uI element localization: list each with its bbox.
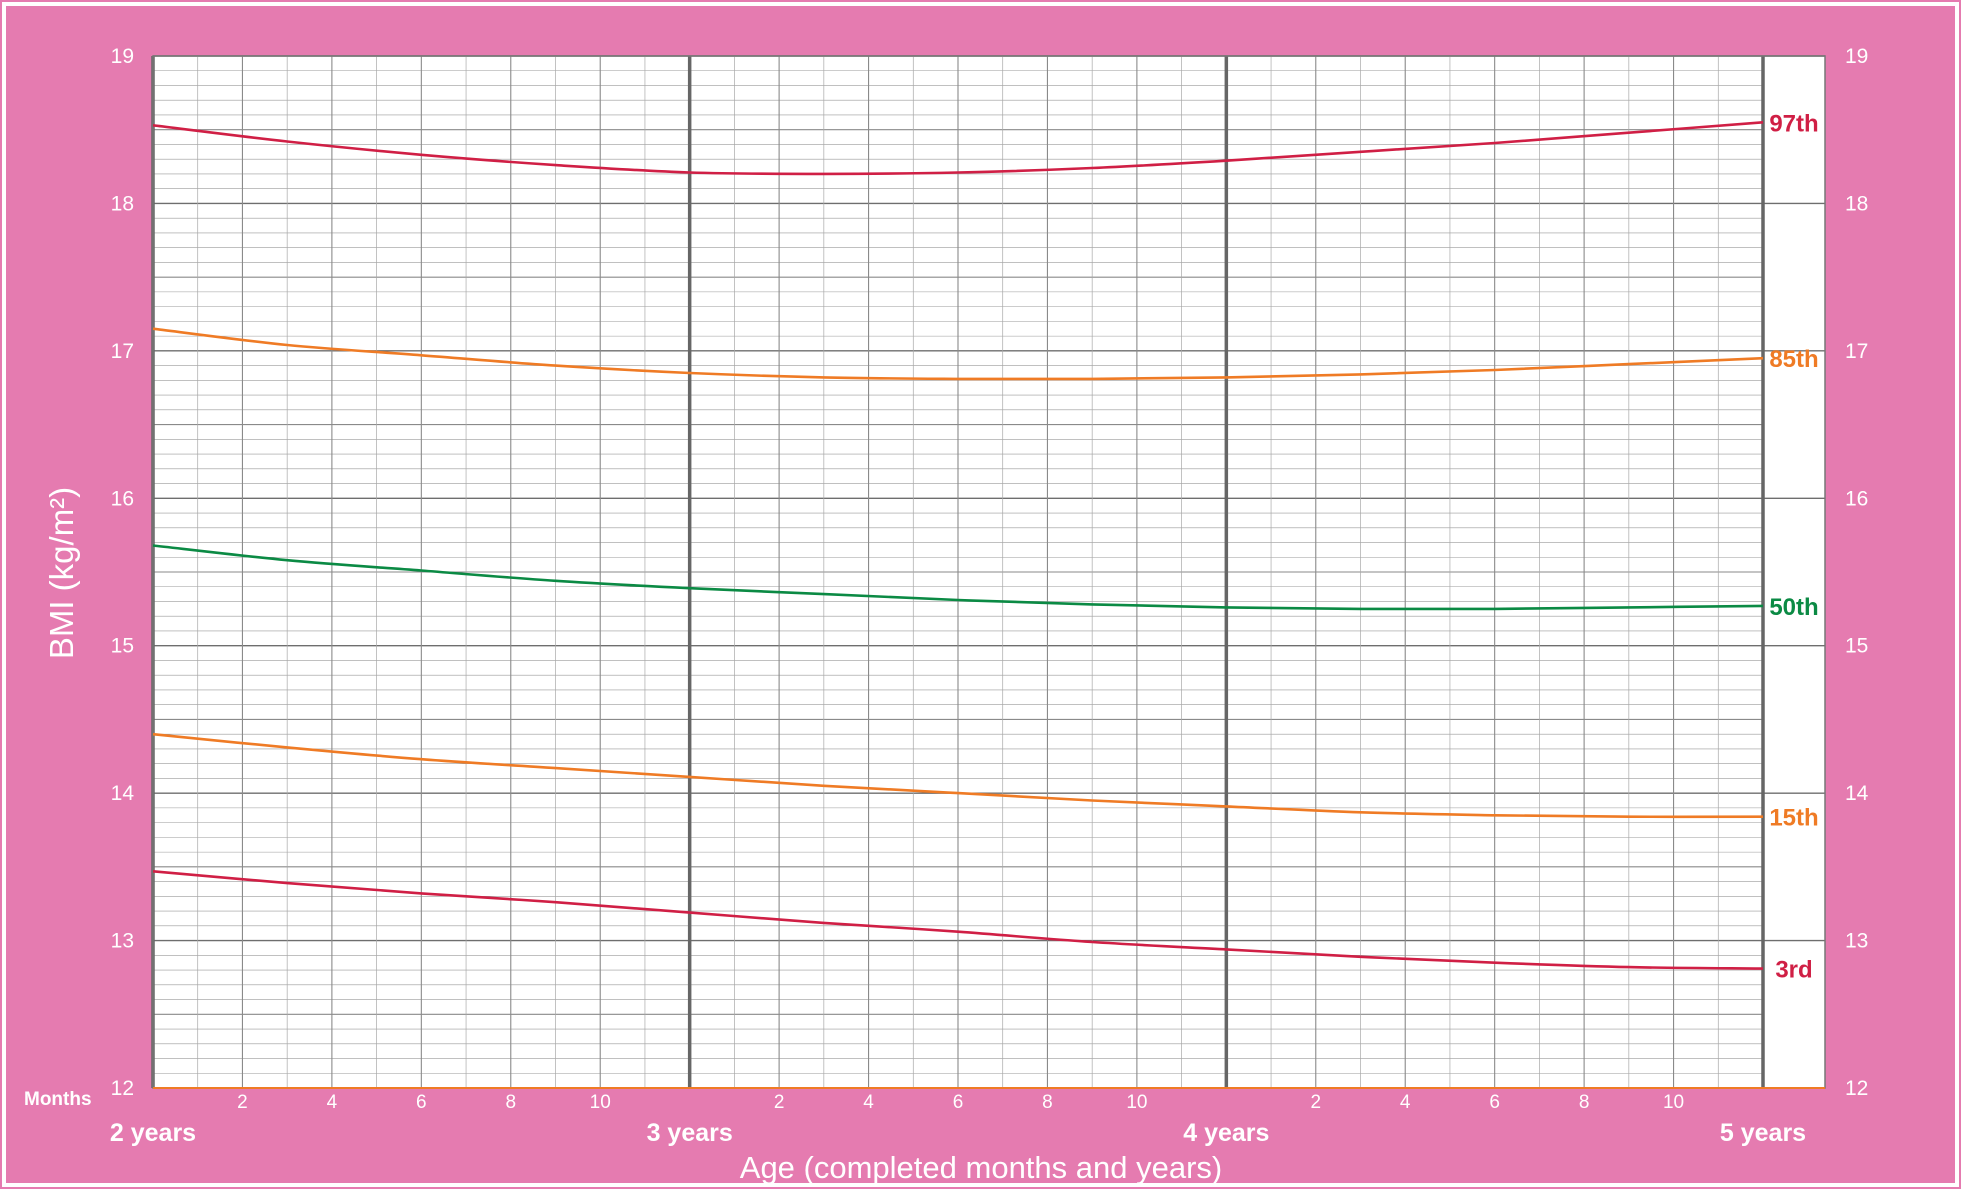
x-tick-labels: 2 4 6 8 10 2 4 6 8 10 2 4 6 8 10 2 years 3 years 4 years 5… bbox=[110, 1092, 1806, 1147]
month-tick-label: 8 bbox=[1579, 1092, 1590, 1113]
year-tick-label: 2 years bbox=[110, 1119, 196, 1147]
y-tick-label-left: 15 bbox=[111, 635, 134, 658]
month-tick-label: 4 bbox=[327, 1092, 338, 1113]
month-tick-label: 6 bbox=[1489, 1092, 1500, 1113]
y-tick-labels-right: 12 13 14 15 16 17 18 19 bbox=[1845, 45, 1869, 1100]
year-tick-label: 5 years bbox=[1720, 1119, 1806, 1147]
series-label-3rd: 3rd bbox=[1775, 957, 1812, 984]
month-tick-label: 8 bbox=[505, 1092, 516, 1113]
series-lines bbox=[152, 121, 1764, 970]
month-tick-label: 2 bbox=[774, 1092, 785, 1113]
series-label-50th: 50th bbox=[1769, 594, 1818, 621]
x-axis-label: Age (completed months and years) bbox=[740, 1150, 1222, 1185]
y-tick-label-left: 14 bbox=[111, 782, 135, 805]
y-tick-label-right: 13 bbox=[1845, 930, 1868, 953]
y-tick-label-left: 12 bbox=[111, 1077, 134, 1100]
month-tick-label: 6 bbox=[953, 1092, 964, 1113]
series-line-97th bbox=[152, 121, 1764, 176]
y-tick-label-right: 15 bbox=[1845, 635, 1868, 658]
series-label-97th: 97th bbox=[1769, 110, 1818, 137]
month-tick-label: 4 bbox=[863, 1092, 874, 1113]
y-tick-label-left: 18 bbox=[111, 192, 134, 215]
year-tick-label: 4 years bbox=[1183, 1119, 1269, 1147]
y-tick-label-right: 16 bbox=[1845, 487, 1868, 510]
month-tick-label: 4 bbox=[1400, 1092, 1411, 1113]
y-tick-label-left: 19 bbox=[111, 45, 134, 68]
month-tick-label: 6 bbox=[416, 1092, 427, 1113]
y-tick-label-left: 16 bbox=[111, 487, 134, 510]
month-tick-label: 8 bbox=[1042, 1092, 1053, 1113]
series-labels: 97th 85th 50th 15th 3rd bbox=[1769, 110, 1818, 983]
series-label-15th: 15th bbox=[1769, 805, 1818, 832]
y-tick-label-left: 17 bbox=[111, 340, 134, 363]
y-tick-label-right: 17 bbox=[1845, 340, 1868, 363]
month-tick-label: 10 bbox=[1126, 1092, 1147, 1113]
months-label: Months bbox=[24, 1089, 92, 1110]
series-label-85th: 85th bbox=[1769, 346, 1818, 373]
y-axis-label: BMI (kg/m²) bbox=[43, 487, 80, 659]
series-line-85th bbox=[152, 327, 1764, 381]
y-tick-label-right: 14 bbox=[1845, 782, 1869, 805]
month-tick-label: 10 bbox=[590, 1092, 611, 1113]
y-tick-label-right: 18 bbox=[1845, 192, 1868, 215]
y-tick-label-right: 19 bbox=[1845, 45, 1868, 68]
grid bbox=[151, 55, 1826, 1089]
month-tick-label: 10 bbox=[1663, 1092, 1684, 1113]
y-tick-labels-left: 12 13 14 15 16 17 18 19 bbox=[111, 45, 135, 1100]
month-tick-label: 2 bbox=[1310, 1092, 1321, 1113]
series-line-3rd bbox=[152, 870, 1764, 970]
series-line-50th bbox=[152, 544, 1764, 611]
series-line-15th bbox=[152, 732, 1764, 819]
y-tick-label-right: 12 bbox=[1845, 1077, 1868, 1100]
year-tick-label: 3 years bbox=[647, 1119, 733, 1147]
month-tick-label: 2 bbox=[237, 1092, 248, 1113]
y-tick-label-left: 13 bbox=[111, 930, 134, 953]
